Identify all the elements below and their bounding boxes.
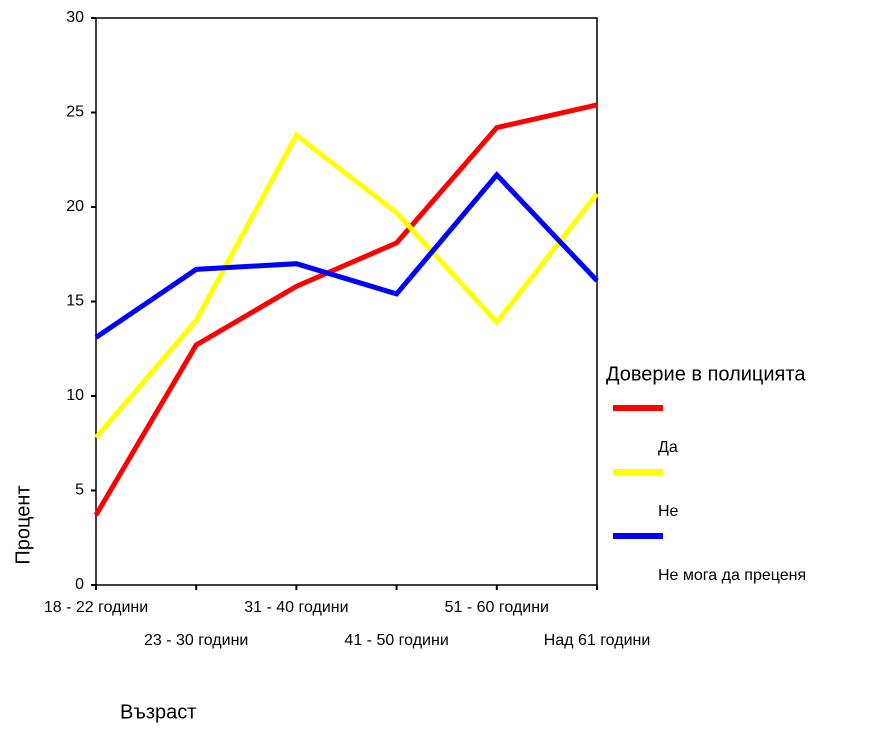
x-tick-label: 18 - 22 години xyxy=(44,599,148,616)
y-tick-label: 25 xyxy=(66,104,84,121)
legend-label: Да xyxy=(658,439,678,456)
x-tick-label: Над 61 години xyxy=(544,632,651,649)
x-tick-label: 51 - 60 години xyxy=(445,599,549,616)
x-tick-label: 23 - 30 години xyxy=(144,632,248,649)
y-tick-label: 30 xyxy=(66,9,84,26)
y-tick-label: 20 xyxy=(66,198,84,215)
series-line xyxy=(94,171,599,340)
series-line xyxy=(94,131,599,440)
series-line xyxy=(93,102,598,517)
x-axis-title: Възраст xyxy=(120,701,196,723)
y-tick-label: 5 xyxy=(75,482,84,499)
x-tick-label: 31 - 40 години xyxy=(244,599,348,616)
y-tick-label: 10 xyxy=(66,387,84,404)
y-tick-label: 15 xyxy=(66,293,84,310)
y-tick-label: 0 xyxy=(75,576,84,593)
y-axis-title: Процент xyxy=(12,485,34,564)
x-tick-label: 41 - 50 години xyxy=(344,632,448,649)
plot-frame xyxy=(95,17,598,586)
legend-title: Доверие в полицията xyxy=(606,363,806,385)
legend-label: Не xyxy=(658,503,679,520)
legend-label: Не мога да преценя xyxy=(658,567,806,584)
